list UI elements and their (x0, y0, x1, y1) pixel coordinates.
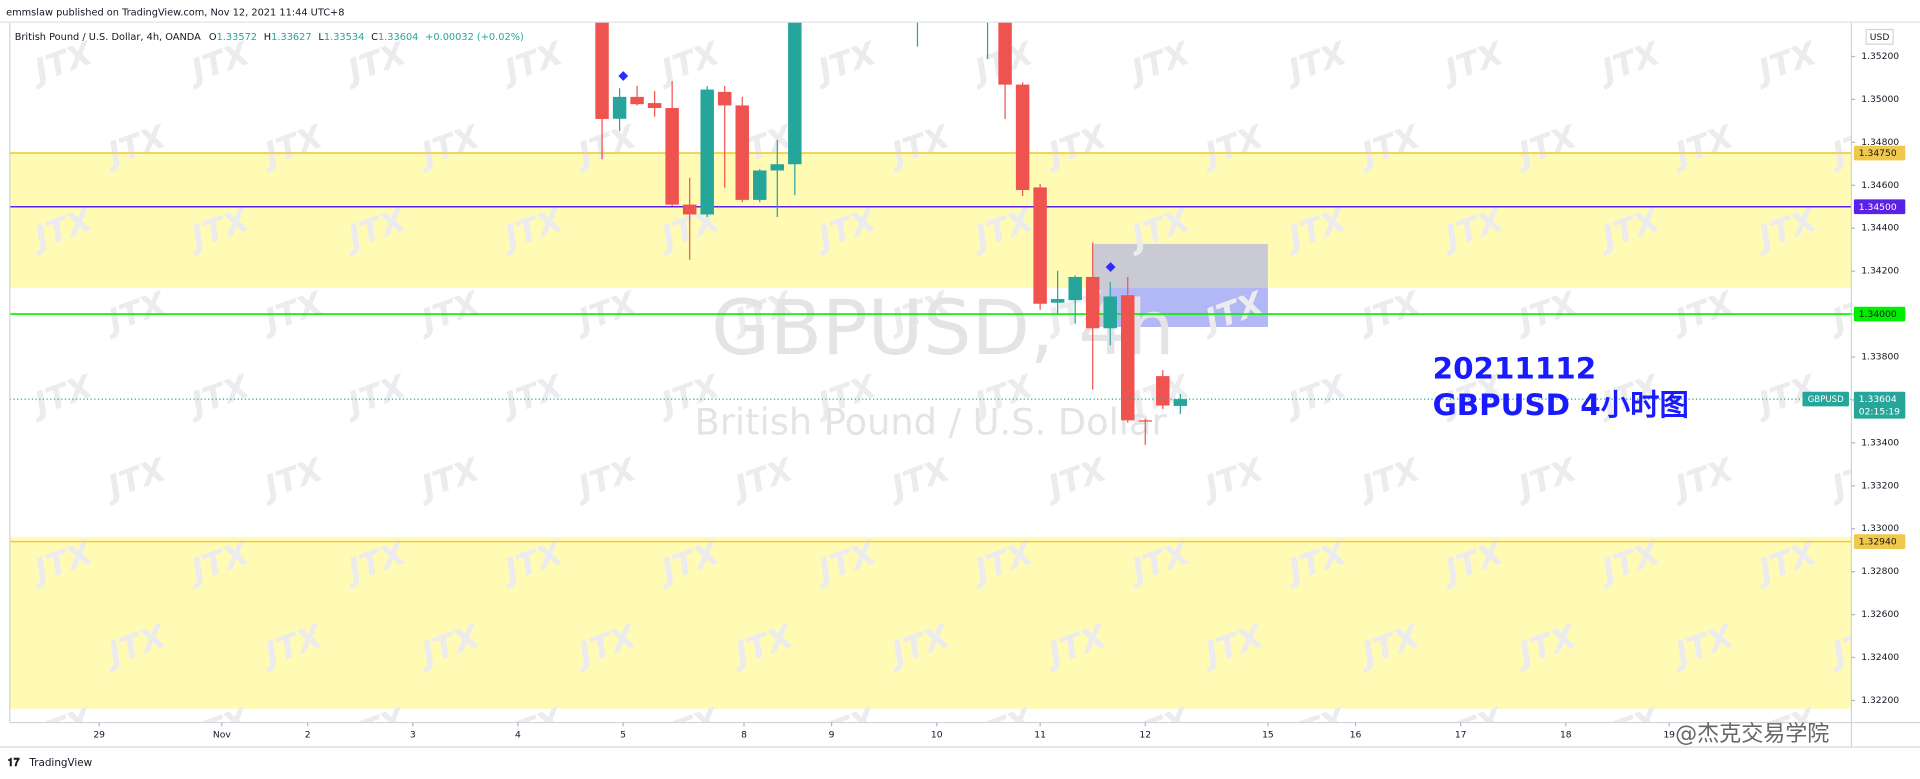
candle-body (717, 91, 732, 106)
y-tick-label: 1.34600 (1861, 180, 1899, 191)
candle-body (788, 22, 802, 165)
candle-body (1015, 84, 1030, 191)
y-tick-label: 1.35200 (1861, 51, 1899, 62)
x-tick-label: 12 (1139, 729, 1151, 740)
level-label: 1.34500 (1859, 202, 1897, 213)
ohlc-value: 1.33572 (217, 32, 257, 43)
symbol-tag: GBPUSD (1808, 395, 1844, 405)
y-tick-label: 1.32400 (1861, 652, 1899, 663)
candle-body (612, 96, 627, 119)
ohlc-prefix: H (264, 32, 271, 43)
x-tick-label: Nov (213, 729, 231, 740)
candle-body (595, 22, 609, 119)
ohlc-value: 1.33604 (378, 32, 418, 43)
publisher: emmslaw published on TradingView.com, No… (6, 7, 344, 18)
brand-logo: 𝟏𝟕 (7, 756, 20, 769)
annotation-label: GBPUSD 4小时图 (1433, 388, 1689, 422)
candle-body (1103, 296, 1117, 329)
zone (9, 536, 1852, 709)
y-tick-label: 1.35000 (1861, 94, 1899, 105)
level-label-bg (1853, 306, 1906, 322)
range-box-fill (1109, 287, 1268, 327)
y-tick-label: 1.33800 (1861, 352, 1899, 363)
ohlc-value: 1.33627 (271, 32, 311, 43)
x-tick-label: 29 (93, 729, 105, 740)
x-tick-label: 10 (931, 729, 943, 740)
candle-body (770, 164, 785, 171)
x-tick-label: 11 (1034, 729, 1046, 740)
level-label-bg (1853, 534, 1906, 549)
y-tick-label: 1.34400 (1861, 223, 1899, 234)
ohlc-prefix: L (318, 32, 324, 43)
y-tick-label: 1.33000 (1861, 523, 1899, 534)
x-tick-label: 4 (515, 729, 521, 740)
currency-box (1865, 28, 1894, 45)
ohlc-prefix: O (209, 32, 217, 43)
y-tick-label: 1.32800 (1861, 566, 1899, 577)
y-tick-label: 1.34200 (1861, 266, 1899, 277)
level-label: 1.32940 (1859, 537, 1897, 548)
y-tick-label: 1.32600 (1861, 609, 1899, 620)
candle-body (735, 105, 749, 200)
ohlc-value: 1.33534 (324, 32, 364, 43)
y-tick-label: 1.32200 (1861, 695, 1899, 706)
x-tick-label: 16 (1350, 729, 1362, 740)
x-tick-label: 3 (410, 729, 416, 740)
zone (9, 152, 1852, 288)
signal-marker (618, 71, 629, 81)
annotation-date: 20211112 (1433, 351, 1597, 385)
candle-body (700, 89, 714, 215)
current-price-bg (1853, 391, 1906, 419)
x-tick-label: 19 (1663, 729, 1675, 740)
x-tick-label: 15 (1262, 729, 1274, 740)
candle-body (1068, 276, 1082, 301)
candle-body (682, 204, 697, 215)
candle-body (665, 108, 679, 205)
ohlc-prefix: C (371, 32, 378, 43)
x-tick-label: 5 (620, 729, 626, 740)
watermark-subtitle: British Pound / U.S. Dollar (695, 400, 1168, 443)
candle-body (1121, 295, 1135, 421)
x-tick-label: 17 (1455, 729, 1467, 740)
candle-body (1033, 187, 1047, 304)
candle-body (1156, 376, 1170, 406)
candle-body (998, 22, 1012, 85)
current-price-label: 1.33604 (1859, 394, 1897, 405)
level-label: 1.34000 (1859, 309, 1897, 320)
y-tick-label: 1.33400 (1861, 437, 1899, 448)
y-tick-label: 1.34800 (1861, 137, 1899, 148)
candle-body (1050, 299, 1065, 303)
symbol-legend: British Pound / U.S. Dollar, 4h, OANDA O… (15, 32, 524, 43)
candle-body (753, 170, 767, 200)
x-tick-label: 18 (1560, 729, 1572, 740)
candle-body (630, 96, 644, 105)
change: +0.00032 (+0.02%) (425, 32, 524, 43)
candle-body (1138, 420, 1152, 422)
credit: @杰克交易学院 (1675, 722, 1829, 747)
zones (9, 152, 1852, 709)
brand: TradingView (28, 757, 92, 769)
x-tick-label: 9 (829, 729, 835, 740)
level-label-bg (1853, 145, 1906, 161)
candle-body (1085, 276, 1100, 329)
candle-body (647, 103, 662, 109)
x-tick-label: 8 (741, 729, 747, 740)
level-label: 1.34750 (1859, 148, 1897, 159)
x-tick-label: 2 (305, 729, 311, 740)
symbol-tag-bg (1802, 391, 1849, 407)
y-tick-label: 1.33200 (1861, 480, 1899, 491)
currency: USD (1870, 32, 1890, 43)
level-label-bg (1853, 199, 1906, 215)
symbol: British Pound / U.S. Dollar, 4h, OANDA (15, 32, 201, 43)
countdown: 02:15:19 (1859, 406, 1900, 417)
plot (9, 22, 1852, 543)
candle-body (1173, 399, 1188, 406)
